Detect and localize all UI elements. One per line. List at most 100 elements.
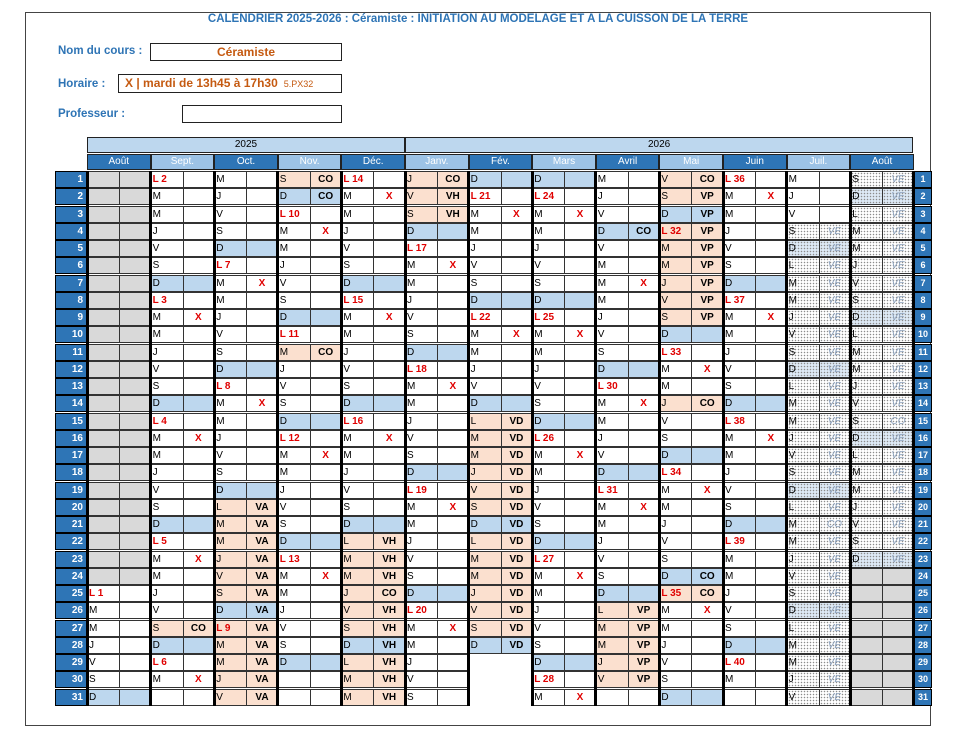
day-cell[interactable]: D xyxy=(341,636,375,654)
day-cell[interactable]: D xyxy=(786,481,820,499)
day-cell[interactable]: D xyxy=(150,395,184,413)
day-cell[interactable]: M xyxy=(405,636,438,654)
code-cell[interactable]: VH xyxy=(373,688,405,706)
code-cell[interactable] xyxy=(627,429,660,447)
code-cell[interactable]: X xyxy=(564,567,596,585)
code-cell[interactable]: VD xyxy=(500,447,533,464)
day-cell[interactable] xyxy=(87,291,120,309)
code-cell[interactable]: X xyxy=(564,688,596,706)
code-cell[interactable] xyxy=(564,464,596,482)
day-cell[interactable]: M xyxy=(468,429,502,447)
code-cell[interactable] xyxy=(182,688,215,706)
day-cell[interactable] xyxy=(87,222,120,240)
code-cell[interactable]: X xyxy=(691,360,723,378)
day-cell[interactable]: D xyxy=(468,516,502,533)
code-cell[interactable]: X xyxy=(182,550,215,568)
code-cell[interactable]: VD xyxy=(500,533,533,551)
day-cell[interactable]: M xyxy=(659,360,693,378)
day-cell[interactable]: J xyxy=(405,654,438,671)
day-cell[interactable]: L 18 xyxy=(405,360,438,378)
code-cell[interactable] xyxy=(246,378,278,395)
course-field[interactable]: Céramiste xyxy=(150,43,342,61)
code-cell[interactable] xyxy=(119,171,151,188)
day-cell[interactable]: M xyxy=(468,326,502,344)
code-cell[interactable]: VP xyxy=(691,309,723,326)
day-cell[interactable]: V xyxy=(277,619,311,637)
day-cell[interactable]: M xyxy=(341,550,375,568)
code-cell[interactable]: VP xyxy=(627,636,660,654)
code-cell[interactable] xyxy=(627,585,660,602)
code-cell[interactable]: VP xyxy=(691,188,723,206)
code-cell[interactable] xyxy=(437,274,469,292)
code-cell[interactable] xyxy=(627,257,660,275)
day-cell[interactable] xyxy=(87,240,120,257)
day-cell[interactable]: S xyxy=(341,619,375,637)
code-cell[interactable] xyxy=(373,395,405,413)
code-cell[interactable] xyxy=(691,636,723,654)
code-cell[interactable] xyxy=(182,188,215,206)
day-cell[interactable]: L 21 xyxy=(468,188,502,206)
code-cell[interactable] xyxy=(373,481,405,499)
day-cell[interactable]: D xyxy=(468,171,502,188)
code-cell[interactable] xyxy=(373,360,405,378)
code-cell[interactable] xyxy=(182,378,215,395)
code-cell[interactable] xyxy=(627,550,660,568)
code-cell[interactable]: CO xyxy=(691,395,723,413)
day-cell[interactable]: L xyxy=(850,447,884,464)
code-cell[interactable] xyxy=(309,688,342,706)
day-cell[interactable]: M xyxy=(723,188,756,206)
code-cell[interactable] xyxy=(246,257,278,275)
day-cell[interactable]: J xyxy=(723,222,756,240)
day-cell[interactable]: V xyxy=(468,257,502,275)
code-cell[interactable] xyxy=(182,464,215,482)
code-cell[interactable] xyxy=(182,240,215,257)
day-cell[interactable]: J xyxy=(214,550,248,568)
code-cell[interactable] xyxy=(373,205,405,223)
code-cell[interactable] xyxy=(119,602,151,620)
code-cell[interactable] xyxy=(437,602,469,620)
code-cell[interactable]: VE xyxy=(882,205,914,223)
day-cell[interactable]: J xyxy=(405,533,438,551)
code-cell[interactable] xyxy=(119,533,151,551)
code-cell[interactable] xyxy=(755,516,787,533)
code-cell[interactable] xyxy=(119,222,151,240)
day-cell[interactable]: J xyxy=(341,585,375,602)
code-cell[interactable] xyxy=(119,429,151,447)
day-cell[interactable]: V xyxy=(341,481,375,499)
code-cell[interactable] xyxy=(119,274,151,292)
code-cell[interactable] xyxy=(755,688,787,706)
code-cell[interactable] xyxy=(755,395,787,413)
code-cell[interactable] xyxy=(182,533,215,551)
code-cell[interactable] xyxy=(182,654,215,671)
day-cell[interactable]: L 33 xyxy=(659,343,693,361)
day-cell[interactable]: V xyxy=(405,550,438,568)
day-cell[interactable]: J xyxy=(850,378,884,395)
day-cell[interactable] xyxy=(87,412,120,430)
day-cell[interactable]: D xyxy=(659,205,693,223)
code-cell[interactable]: VE xyxy=(818,636,851,654)
day-cell[interactable]: M xyxy=(468,550,502,568)
code-cell[interactable] xyxy=(182,602,215,620)
code-cell[interactable] xyxy=(309,412,342,430)
code-cell[interactable] xyxy=(500,395,533,413)
day-cell[interactable]: D xyxy=(532,291,566,309)
code-cell[interactable]: VE xyxy=(818,533,851,551)
day-cell[interactable]: L 17 xyxy=(405,240,438,257)
code-cell[interactable] xyxy=(500,343,533,361)
code-cell[interactable]: X xyxy=(627,498,660,516)
day-cell[interactable]: S xyxy=(850,291,884,309)
day-cell[interactable]: D xyxy=(595,585,629,602)
day-cell[interactable]: S xyxy=(723,619,756,637)
code-cell[interactable] xyxy=(564,429,596,447)
code-cell[interactable] xyxy=(564,309,596,326)
day-cell[interactable]: M xyxy=(595,619,629,637)
code-cell[interactable]: VE xyxy=(818,240,851,257)
day-cell[interactable]: L 36 xyxy=(723,171,756,188)
code-cell[interactable] xyxy=(627,688,660,706)
code-cell[interactable]: VE xyxy=(818,343,851,361)
day-cell[interactable]: L xyxy=(214,498,248,516)
day-cell[interactable]: J xyxy=(277,257,311,275)
code-cell[interactable] xyxy=(564,257,596,275)
code-cell[interactable]: X xyxy=(309,567,342,585)
code-cell[interactable] xyxy=(627,343,660,361)
